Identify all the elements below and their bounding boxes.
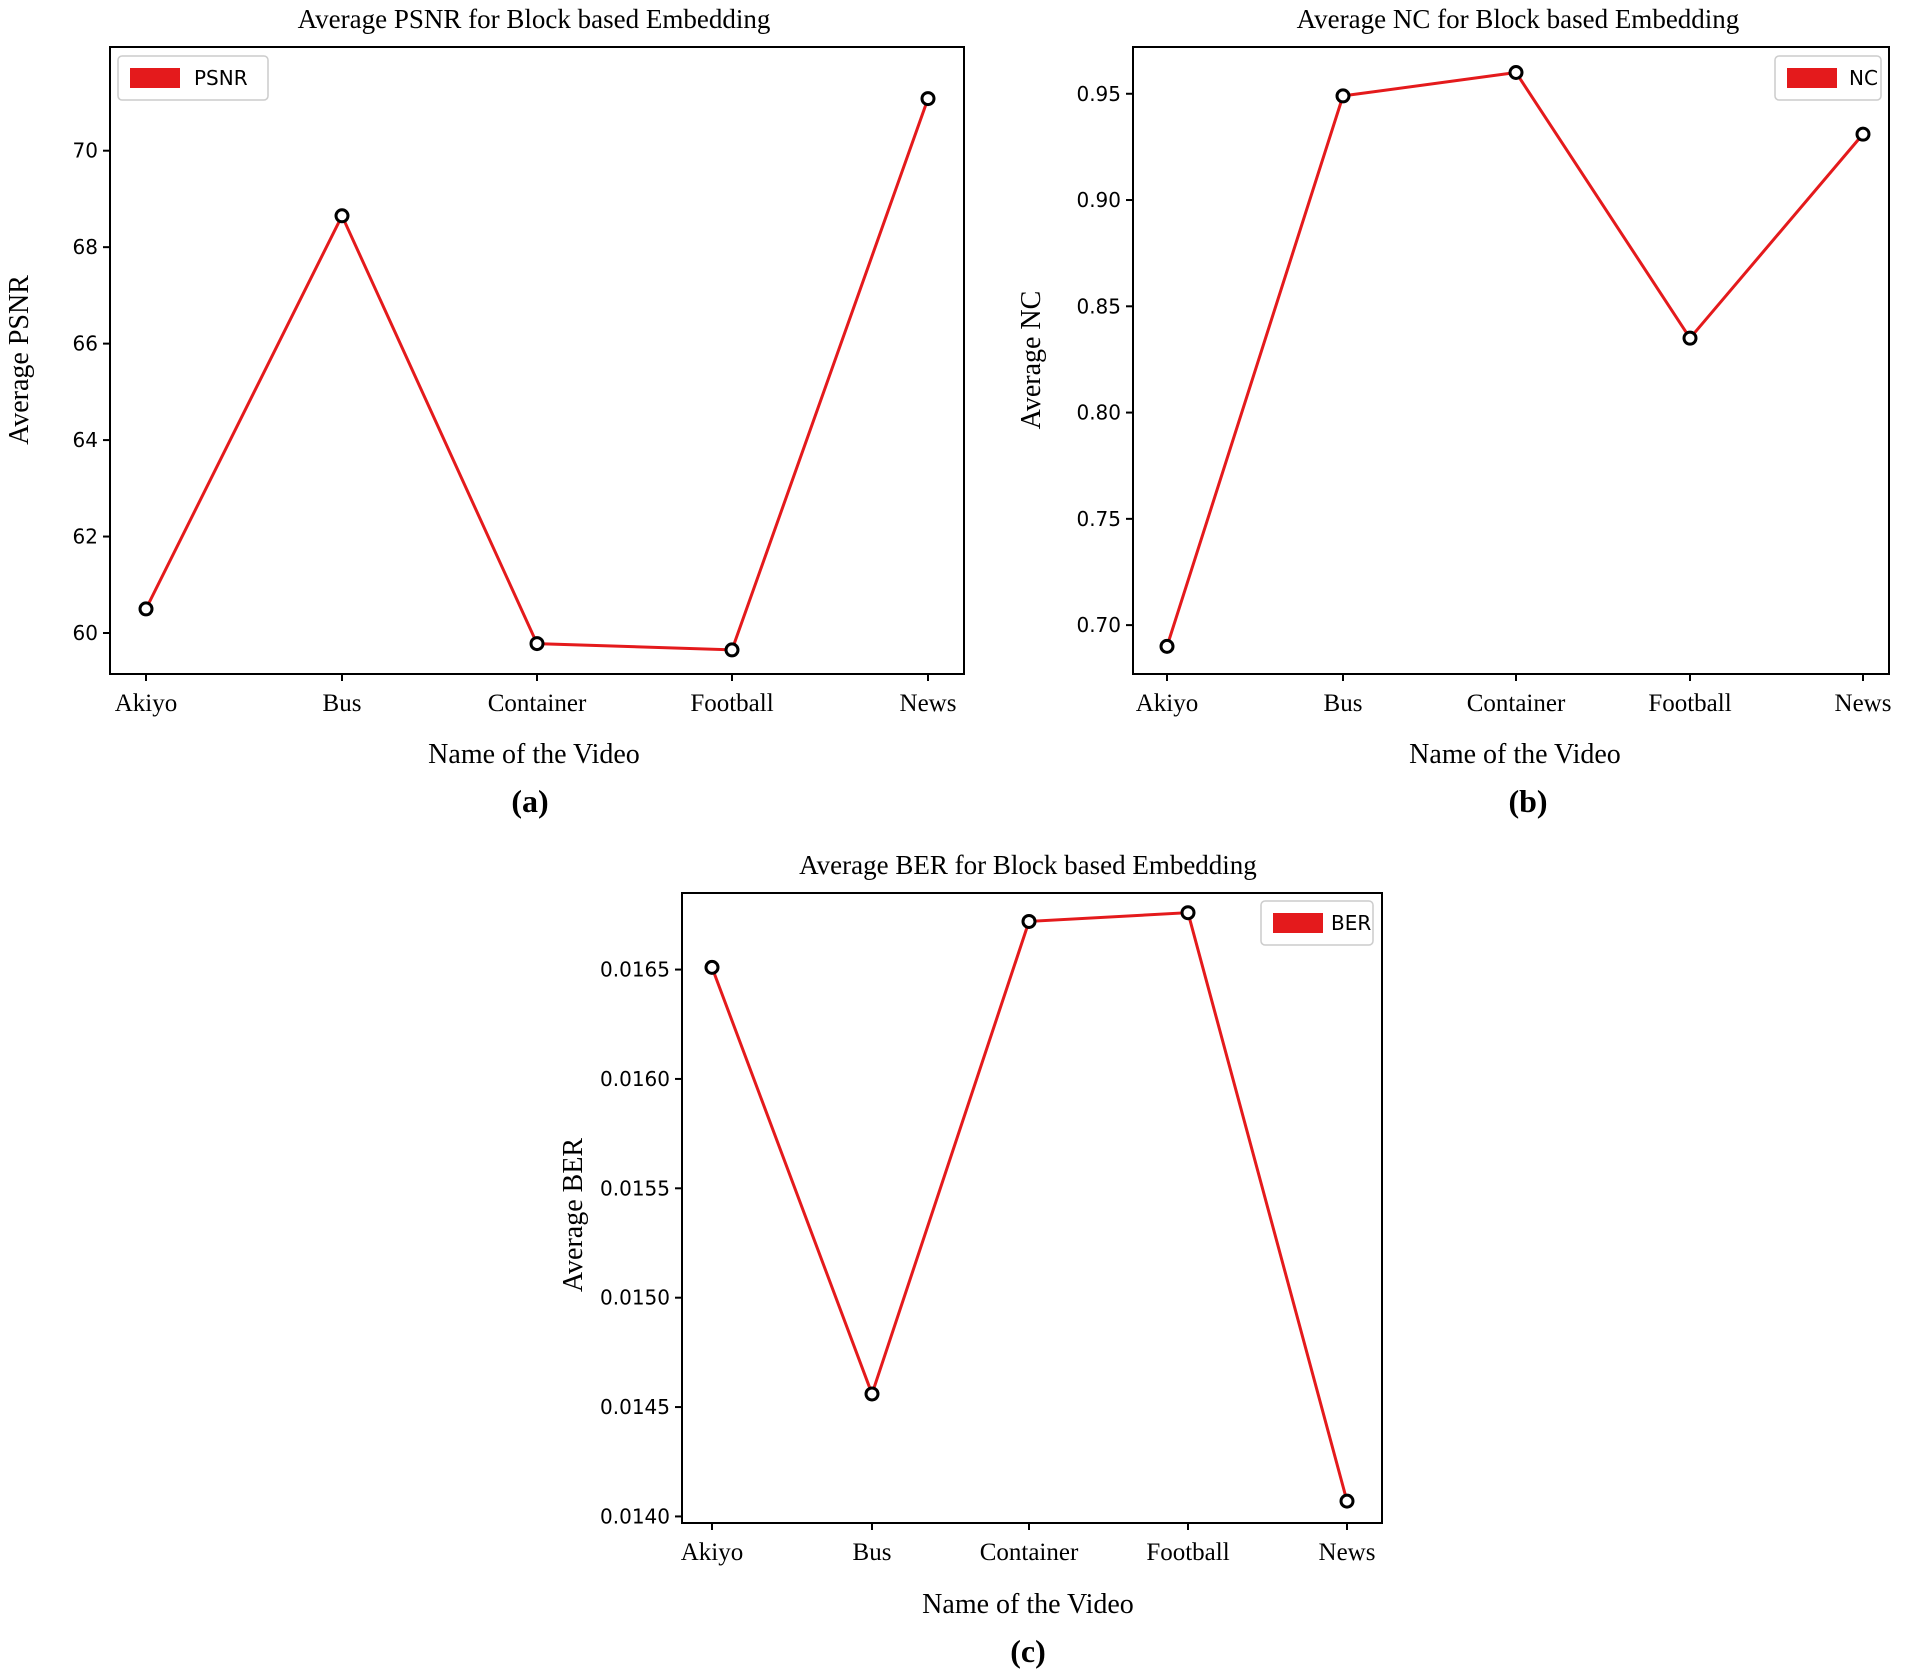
x-tick-label: Bus [1324, 690, 1363, 717]
legend-a: PSNR [117, 55, 269, 101]
data-point [920, 91, 936, 107]
legend-label-ber: BER [1331, 911, 1371, 935]
chart-panel-b: Average NC for Block based Embedding 0.7… [1016, 4, 1891, 819]
data-point [1855, 126, 1871, 142]
chart-title-a: Average PSNR for Block based Embedding [298, 4, 771, 34]
x-tick-label: Akiyo [1136, 690, 1199, 717]
y-tick-label: 62 [73, 525, 98, 549]
x-tick-label: Football [1146, 1539, 1229, 1566]
series-points-b [1159, 65, 1871, 654]
caption-b: (b) [1508, 783, 1547, 819]
data-point [529, 636, 545, 652]
chart-panel-c: Average BER for Block based Embedding 0.… [558, 850, 1383, 1669]
legend-b: NC [1774, 55, 1882, 101]
x-ticks-b: Akiyo Bus Container Football News [1136, 674, 1892, 717]
y-ticks-a: 60 62 64 66 68 70 [73, 139, 110, 645]
y-axis-label-c: Average BER [558, 1138, 589, 1293]
legend-label-psnr: PSNR [194, 66, 248, 90]
x-axis-label-c: Name of the Video [922, 1589, 1134, 1620]
y-tick-label: 0.0155 [600, 1176, 670, 1200]
chart-title-b: Average NC for Block based Embedding [1297, 4, 1740, 34]
y-tick-label: 0.75 [1076, 507, 1121, 531]
y-tick-label: 0.0160 [600, 1067, 670, 1091]
data-point [1180, 905, 1196, 921]
y-tick-label: 0.70 [1076, 613, 1121, 637]
y-tick-label: 0.0145 [600, 1395, 670, 1419]
y-tick-label: 60 [73, 621, 98, 645]
y-tick-label: 66 [73, 332, 98, 356]
caption-a: (a) [511, 783, 548, 819]
x-axis-label-b: Name of the Video [1409, 739, 1621, 770]
x-tick-label: Football [1648, 690, 1731, 717]
x-tick-label: News [900, 690, 957, 717]
data-point [724, 642, 740, 658]
y-tick-label: 70 [73, 139, 98, 163]
series-points-c [704, 905, 1355, 1509]
y-tick-label: 0.80 [1076, 401, 1121, 425]
x-tick-label: Container [980, 1539, 1079, 1566]
x-ticks-c: Akiyo Bus Container Football News [681, 1523, 1376, 1566]
series-line-nc [1165, 70, 1865, 647]
data-point [704, 959, 720, 975]
legend-swatch-ber [1273, 913, 1323, 933]
legend-c: BER [1260, 900, 1374, 946]
y-tick-label: 0.90 [1076, 188, 1121, 212]
x-tick-label: Bus [323, 690, 362, 717]
data-point [334, 208, 350, 224]
y-ticks-b: 0.70 0.75 0.80 0.85 0.90 0.95 [1076, 82, 1133, 637]
data-point [1335, 88, 1351, 104]
y-tick-label: 68 [73, 235, 98, 259]
plot-area-b [1132, 46, 1890, 675]
chart-title-c: Average BER for Block based Embedding [799, 850, 1257, 880]
caption-c: (c) [1010, 1633, 1046, 1669]
data-point [1159, 638, 1175, 654]
x-tick-label: Bus [853, 1539, 892, 1566]
x-tick-label: Football [690, 690, 773, 717]
y-tick-label: 0.85 [1076, 294, 1121, 318]
x-tick-label: Container [1467, 690, 1566, 717]
series-line-psnr [144, 98, 930, 652]
x-axis-label-a: Name of the Video [428, 739, 640, 770]
y-tick-label: 0.0165 [600, 958, 670, 982]
legend-swatch-psnr [130, 68, 180, 88]
x-tick-label: News [1319, 1539, 1376, 1566]
legend-label-nc: NC [1849, 66, 1878, 90]
data-point [864, 1386, 880, 1402]
y-axis-label-a: Average PSNR [4, 275, 35, 445]
y-tick-label: 0.95 [1076, 82, 1121, 106]
x-ticks-a: Akiyo Bus Container Football News [115, 674, 957, 717]
series-line-ber [710, 911, 1349, 1502]
plot-area-c [681, 892, 1383, 1524]
y-ticks-c: 0.0140 0.0145 0.0150 0.0155 0.0160 0.0165 [600, 958, 682, 1528]
y-axis-label-b: Average NC [1016, 291, 1047, 430]
data-point [1021, 913, 1037, 929]
y-tick-label: 0.0150 [600, 1286, 670, 1310]
x-tick-label: Container [488, 690, 587, 717]
y-tick-label: 64 [73, 428, 98, 452]
x-tick-label: Akiyo [115, 690, 178, 717]
chart-panel-a: Average PSNR for Block based Embedding 6… [4, 4, 965, 819]
data-point [1339, 1493, 1355, 1509]
x-tick-label: Akiyo [681, 1539, 744, 1566]
legend-swatch-nc [1787, 68, 1837, 88]
data-point [1682, 330, 1698, 346]
x-tick-label: News [1835, 690, 1892, 717]
data-point [138, 601, 154, 617]
y-tick-label: 0.0140 [600, 1504, 670, 1528]
data-point [1508, 65, 1524, 81]
series-points-a [138, 91, 936, 658]
legend-box-a [117, 55, 269, 101]
